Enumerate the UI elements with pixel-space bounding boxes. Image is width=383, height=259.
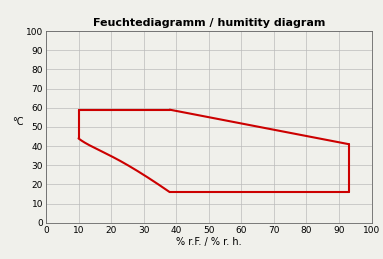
Y-axis label: °C: °C	[12, 117, 23, 127]
Title: Feuchtediagramm / humitity diagram: Feuchtediagramm / humitity diagram	[93, 18, 325, 27]
X-axis label: % r.F. / % r. h.: % r.F. / % r. h.	[176, 237, 242, 247]
